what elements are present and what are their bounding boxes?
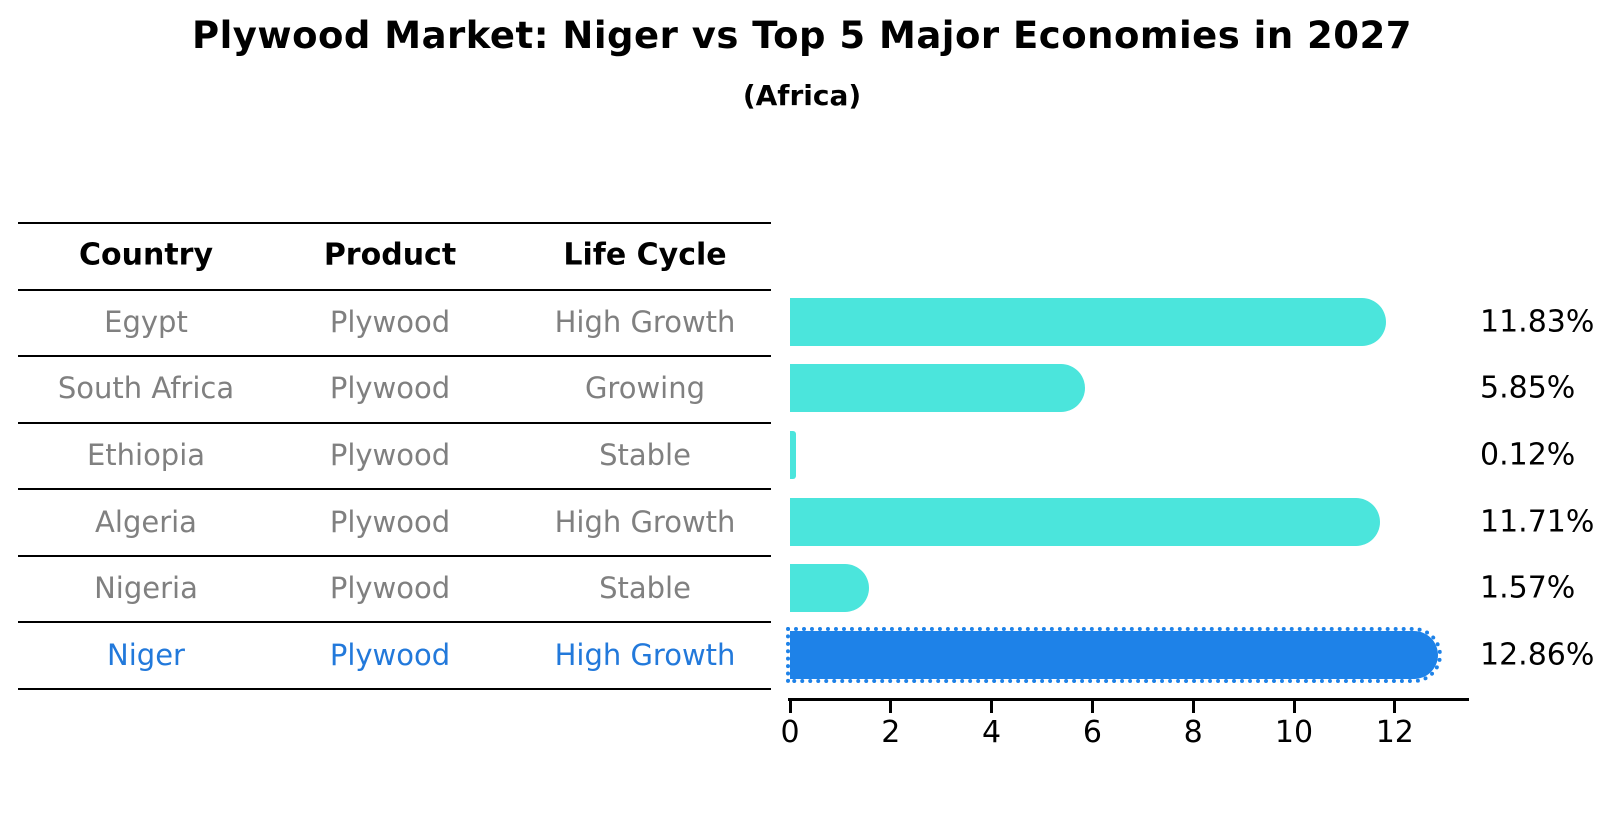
table-cell-life-cycle: High Growth [554, 304, 736, 339]
table-cell-product: Plywood [329, 571, 451, 606]
bar-value-label: 12.86% [1480, 637, 1595, 673]
table-cell-country: Ethiopia [86, 437, 206, 472]
x-axis-tick [1292, 701, 1296, 713]
table-cell-product: Plywood [329, 304, 451, 339]
table-cell-country: Algeria [95, 504, 197, 539]
x-axis-tick [788, 701, 792, 713]
x-axis-tick-label: 8 [1183, 715, 1203, 750]
table-row-separator [18, 687, 771, 690]
bar-nigeria [790, 564, 870, 613]
x-axis-line [788, 698, 1469, 701]
table-cell-country: Egypt [104, 304, 188, 339]
bar-south-africa [790, 364, 1085, 413]
table-cell-product: Plywood [329, 504, 451, 539]
chart-subtitle: (Africa) [742, 79, 862, 112]
table-cell-life-cycle: High Growth [554, 504, 736, 539]
x-axis-tick-label: 12 [1375, 715, 1414, 750]
column-header-life-cycle: Life Cycle [563, 237, 727, 273]
table-cell-country: Nigeria [94, 571, 198, 606]
table-cell-life-cycle: High Growth [554, 637, 736, 672]
table-cell-life-cycle: Stable [599, 437, 691, 472]
table-cell-country: South Africa [57, 371, 235, 406]
bar-egypt [790, 297, 1387, 346]
table-cell-product: Plywood [329, 637, 451, 672]
bar-algeria [790, 497, 1381, 546]
table-cell-product: Plywood [329, 437, 451, 472]
x-axis-tick [889, 701, 893, 713]
x-axis-tick-label: 0 [780, 715, 800, 750]
bar-niger [786, 626, 1443, 683]
table-cell-product: Plywood [329, 371, 451, 406]
table-row-separator [18, 621, 771, 624]
bar-value-label: 11.71% [1480, 504, 1595, 540]
x-axis-tick-label: 2 [881, 715, 901, 750]
table-row-separator [18, 288, 771, 291]
table-row-separator [18, 421, 771, 424]
table-row-separator [18, 222, 771, 224]
table-row-separator [18, 488, 771, 491]
table-cell-life-cycle: Growing [584, 371, 706, 406]
bar-value-label: 5.85% [1480, 370, 1576, 406]
column-header-product: Product [323, 237, 457, 273]
chart-title: Plywood Market: Niger vs Top 5 Major Eco… [191, 14, 1413, 57]
bar-value-label: 1.57% [1480, 570, 1576, 606]
x-axis-tick [1090, 701, 1094, 713]
bar-ethiopia [790, 430, 797, 479]
bar-value-label: 11.83% [1480, 304, 1595, 340]
table-cell-life-cycle: Stable [599, 571, 691, 606]
table-cell-country: Niger [107, 637, 185, 672]
x-axis-tick [990, 701, 994, 713]
x-axis-tick-label: 10 [1274, 715, 1314, 750]
x-axis-tick-label: 6 [1082, 715, 1102, 750]
x-axis-tick [1191, 701, 1195, 713]
x-axis-tick-label: 4 [982, 715, 1002, 750]
bar-value-label: 0.12% [1480, 437, 1576, 473]
table-row-separator [18, 355, 771, 358]
x-axis-tick [1393, 701, 1397, 713]
column-header-country: Country [78, 237, 214, 273]
table-row-separator [18, 554, 771, 557]
